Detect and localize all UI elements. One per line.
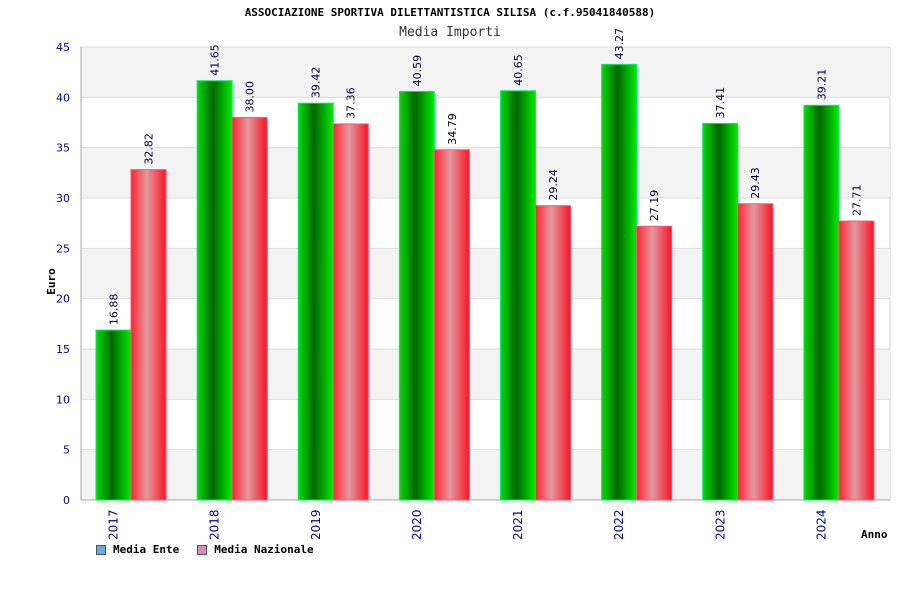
y-tick-label: 45 — [56, 41, 70, 54]
legend-item-media-nazionale: Media Nazionale — [197, 543, 314, 556]
bar-media-nazionale — [231, 116, 268, 501]
y-tick-label: 35 — [56, 142, 70, 155]
data-label: 34.79 — [446, 113, 459, 145]
x-tick-label: 2018 — [208, 509, 222, 540]
x-tick-label: 2019 — [309, 509, 323, 540]
y-tick-label: 5 — [63, 444, 70, 457]
data-label: 29.24 — [547, 169, 560, 201]
bar-media-nazionale — [636, 225, 673, 501]
bar-media-nazionale — [130, 169, 167, 501]
chart-subtitle: Media Importi — [399, 25, 501, 40]
bar-media-nazionale — [332, 123, 369, 501]
bar-media-ente — [702, 122, 739, 501]
x-tick-label: 2023 — [713, 509, 727, 540]
y-tick-label: 20 — [56, 293, 70, 306]
data-label: 43.27 — [613, 28, 626, 60]
bar-media-nazionale — [433, 149, 470, 501]
bar-media-ente — [601, 63, 638, 501]
y-tick-label: 0 — [63, 494, 70, 507]
bar-media-ente — [398, 90, 435, 501]
legend-label-media-ente: Media Ente — [113, 543, 180, 556]
x-tick-label: 2020 — [410, 509, 424, 540]
legend-swatch-media-ente — [96, 544, 106, 555]
data-label: 40.65 — [512, 54, 525, 86]
legend-label-media-nazionale: Media Nazionale — [214, 543, 314, 556]
bar-media-nazionale — [838, 220, 875, 501]
bar-media-ente — [196, 80, 233, 501]
bar-media-nazionale — [737, 203, 774, 501]
bar-media-nazionale — [535, 205, 571, 501]
x-tick-label: 2017 — [107, 509, 121, 540]
data-label: 32.82 — [143, 133, 156, 165]
data-label: 37.41 — [714, 87, 727, 119]
data-label: 40.59 — [411, 55, 424, 87]
x-tick-label: 2022 — [612, 509, 626, 540]
data-label: 38.00 — [244, 81, 257, 113]
legend: Media Ente Media Nazionale — [96, 543, 314, 556]
data-label: 37.36 — [345, 87, 358, 119]
y-tick-label: 40 — [56, 91, 70, 104]
y-tick-label: 25 — [56, 242, 70, 255]
data-label: 39.21 — [815, 69, 828, 101]
y-tick-label: 30 — [56, 192, 70, 205]
data-label: 27.71 — [850, 185, 863, 217]
bar-media-ente — [803, 104, 840, 501]
y-axis-label: Euro — [44, 268, 58, 295]
data-label: 41.65 — [209, 44, 222, 76]
data-label: 27.19 — [648, 190, 661, 222]
legend-item-media-ente: Media Ente — [96, 543, 179, 556]
x-tick-label: 2021 — [511, 509, 525, 540]
y-tick-label: 15 — [56, 343, 70, 356]
bar-media-ente — [297, 102, 334, 501]
x-axis-label: Anno — [861, 528, 888, 541]
legend-swatch-media-nazionale — [197, 544, 208, 555]
data-label: 29.43 — [749, 167, 762, 199]
bar-media-ente — [500, 90, 536, 501]
data-label: 16.88 — [108, 294, 121, 326]
chart-title: ASSOCIAZIONE SPORTIVA DILETTANTISTICA SI… — [244, 6, 656, 19]
data-label: 39.42 — [310, 67, 323, 99]
y-tick-label: 10 — [56, 393, 70, 406]
bar-media-ente — [95, 329, 132, 501]
x-tick-label: 2024 — [814, 509, 828, 540]
